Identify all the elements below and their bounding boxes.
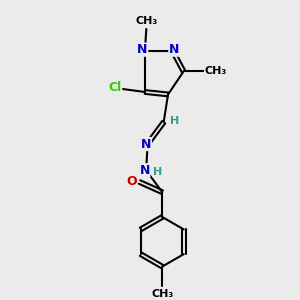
Text: H: H [170, 116, 179, 126]
Text: CH₃: CH₃ [205, 66, 227, 76]
Text: N: N [137, 43, 148, 56]
Text: O: O [126, 175, 136, 188]
Text: H: H [153, 167, 162, 177]
Text: Cl: Cl [108, 81, 122, 94]
Text: N: N [141, 137, 151, 151]
Text: N: N [169, 43, 179, 56]
Text: CH₃: CH₃ [135, 16, 158, 26]
Text: N: N [140, 164, 150, 177]
Text: CH₃: CH₃ [151, 289, 173, 299]
